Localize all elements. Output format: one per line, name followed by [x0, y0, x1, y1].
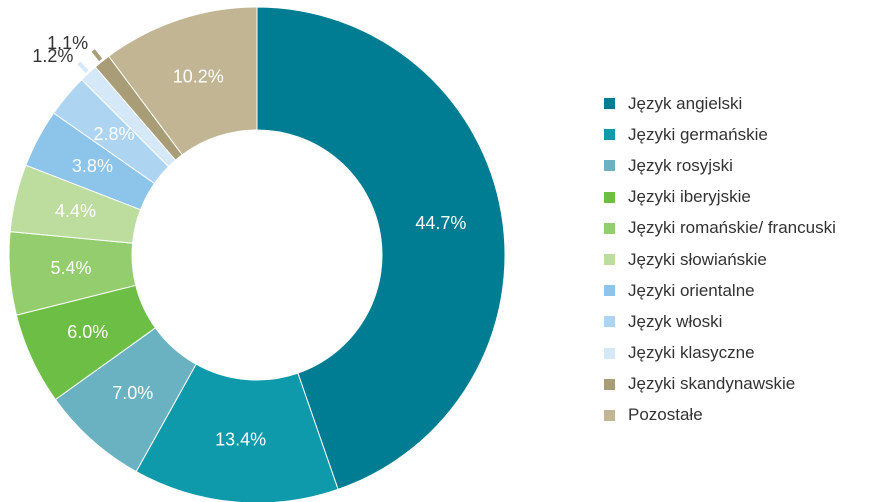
- slice-value-label: 4.4%: [55, 201, 96, 221]
- legend-item-pozostale: Pozostałe: [604, 400, 836, 431]
- slice-value-label: 7.0%: [112, 383, 153, 403]
- leader-line: [77, 61, 89, 74]
- legend-label: Języki iberyjskie: [628, 187, 751, 207]
- legend-swatch: [604, 347, 615, 359]
- slice-value-label: 5.4%: [51, 258, 92, 278]
- legend-label: Język włoski: [628, 311, 723, 331]
- legend-label: Języki klasyczne: [628, 343, 755, 363]
- leader-line: [91, 49, 103, 62]
- slice-pozostale: [108, 6, 258, 156]
- legend-swatch: [604, 191, 615, 203]
- legend-item-jezyki-klasyczne: Języki klasyczne: [604, 338, 836, 369]
- slice-value-label: 10.2%: [173, 67, 224, 87]
- legend-label: Język rosyjski: [628, 155, 733, 175]
- legend-label: Pozostałe: [628, 405, 703, 425]
- legend-label: Języki orientalne: [628, 280, 755, 300]
- legend-item-jezyki-romanskie-francuski: Języki romańskie/ francuski: [604, 213, 836, 244]
- legend-item-jezyki-skandynawskie: Języki skandynawskie: [604, 369, 836, 400]
- legend-item-jezyki-slowianskie: Języki słowiańskie: [604, 244, 836, 275]
- slice-value-label: 1.2%: [32, 46, 73, 66]
- slice-value-label: 44.7%: [415, 213, 466, 233]
- leader-lines: [77, 49, 103, 74]
- chart-legend: Język angielski Języki germańskie Język ro…: [604, 88, 836, 431]
- slice-value-label: 2.8%: [94, 124, 135, 144]
- legend-label: Języki romańskie/ francuski: [628, 218, 836, 238]
- slice-value-label: 6.0%: [67, 322, 108, 342]
- legend-label: Języki skandynawskie: [628, 374, 796, 394]
- donut-slices: [8, 6, 506, 502]
- legend-item-jezyk-rosyjski: Język rosyjski: [604, 150, 836, 181]
- legend-swatch: [604, 98, 615, 110]
- legend-label: Języki słowiańskie: [628, 249, 767, 269]
- legend-swatch: [604, 316, 615, 328]
- legend-swatch: [604, 378, 615, 390]
- slice-labels: 44.7% 13.4% 7.0% 6.0% 5.4% 4.4% 3.8% 2.8% 1.2%1.…: [32, 33, 466, 449]
- slice-value-label: 1.1%: [47, 33, 88, 53]
- legend-label: Język angielski: [628, 93, 743, 113]
- slice-value-label: 13.4%: [215, 430, 266, 450]
- legend-item-jezyk-wloski: Język włoski: [604, 306, 836, 337]
- slice-value-label: 3.8%: [72, 156, 113, 176]
- legend-label: Języki germańskie: [628, 124, 768, 144]
- legend-swatch: [604, 129, 615, 141]
- slice-jezyk-angielski: [256, 6, 506, 491]
- legend-item-jezyk-angielski: Język angielski: [604, 88, 836, 119]
- legend-item-jezyki-germanskie: Języki germańskie: [604, 119, 836, 150]
- legend-swatch: [604, 254, 615, 266]
- legend-item-jezyki-iberyjskie: Języki iberyjskie: [604, 182, 836, 213]
- legend-swatch: [604, 160, 615, 172]
- legend-swatch: [604, 285, 615, 297]
- legend-item-jezyki-orientalne: Języki orientalne: [604, 275, 836, 306]
- legend-swatch: [604, 409, 615, 421]
- legend-swatch: [604, 222, 615, 234]
